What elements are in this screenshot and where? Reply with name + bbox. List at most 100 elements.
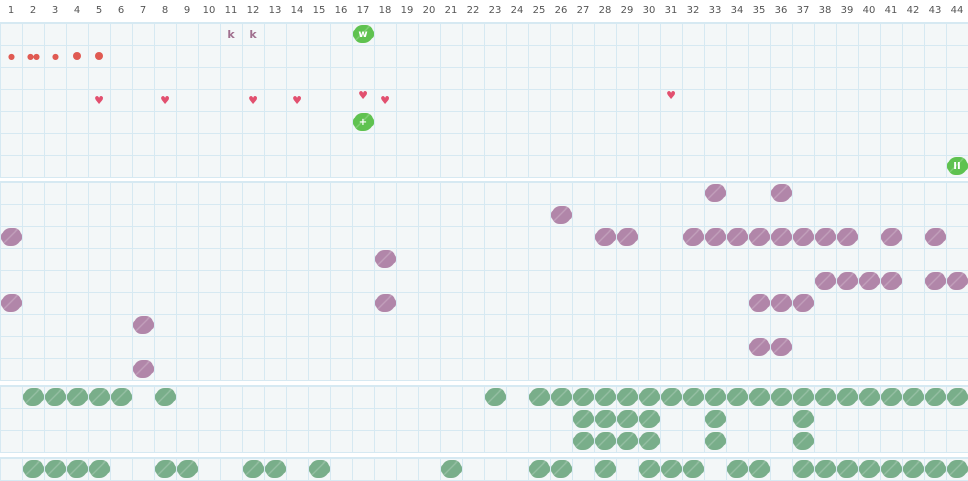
purple-cell[interactable] <box>748 336 770 358</box>
letter-cell[interactable]: k <box>220 23 242 45</box>
purple-cell[interactable] <box>748 226 770 248</box>
green-cell[interactable] <box>154 458 176 480</box>
heart-cell[interactable]: ♥ <box>286 89 308 111</box>
green-cell[interactable] <box>924 458 946 480</box>
purple-cell[interactable] <box>374 248 396 270</box>
green-cell[interactable] <box>176 458 198 480</box>
purple-cell[interactable] <box>792 292 814 314</box>
green-cell[interactable] <box>748 458 770 480</box>
green-cell[interactable] <box>880 386 902 408</box>
green-cell[interactable] <box>264 458 286 480</box>
purple-cell[interactable] <box>924 270 946 292</box>
green-cell[interactable] <box>616 408 638 430</box>
green-badge-cell[interactable]: + <box>352 111 374 133</box>
purple-cell[interactable] <box>374 292 396 314</box>
purple-cell[interactable] <box>704 226 726 248</box>
green-cell[interactable] <box>924 386 946 408</box>
purple-cell[interactable] <box>836 270 858 292</box>
green-badge-cell[interactable]: II <box>946 155 968 177</box>
purple-cell[interactable] <box>616 226 638 248</box>
green-cell[interactable] <box>770 386 792 408</box>
green-cell[interactable] <box>110 386 132 408</box>
green-cell[interactable] <box>572 408 594 430</box>
green-cell[interactable] <box>704 430 726 452</box>
green-cell[interactable] <box>308 458 330 480</box>
green-cell[interactable] <box>726 458 748 480</box>
purple-cell[interactable] <box>704 182 726 204</box>
green-cell[interactable] <box>836 458 858 480</box>
purple-cell[interactable] <box>770 182 792 204</box>
green-cell[interactable] <box>638 458 660 480</box>
green-cell[interactable] <box>638 386 660 408</box>
purple-cell[interactable] <box>682 226 704 248</box>
heart-cell[interactable]: ♥ <box>242 89 264 111</box>
green-cell[interactable] <box>528 458 550 480</box>
green-cell[interactable] <box>858 458 880 480</box>
purple-cell[interactable] <box>770 226 792 248</box>
green-cell[interactable] <box>814 458 836 480</box>
green-cell[interactable] <box>22 386 44 408</box>
heart-cell[interactable]: ♥ <box>352 89 374 111</box>
green-cell[interactable] <box>704 386 726 408</box>
drop-cell[interactable]: ● <box>0 45 22 67</box>
purple-cell[interactable] <box>726 226 748 248</box>
green-cell[interactable] <box>594 430 616 452</box>
purple-cell[interactable] <box>946 270 968 292</box>
green-cell[interactable] <box>902 458 924 480</box>
green-cell[interactable] <box>440 458 462 480</box>
green-cell[interactable] <box>682 458 704 480</box>
purple-cell[interactable] <box>880 270 902 292</box>
purple-cell[interactable] <box>924 226 946 248</box>
purple-cell[interactable] <box>770 336 792 358</box>
purple-cell[interactable] <box>814 226 836 248</box>
green-cell[interactable] <box>660 458 682 480</box>
purple-cell[interactable] <box>836 226 858 248</box>
green-cell[interactable] <box>484 386 506 408</box>
drop-cell[interactable]: ● <box>44 45 66 67</box>
green-cell[interactable] <box>792 408 814 430</box>
heart-cell[interactable]: ♥ <box>660 89 682 111</box>
dot-cell[interactable] <box>88 45 110 67</box>
heart-cell[interactable]: ♥ <box>374 89 396 111</box>
purple-cell[interactable] <box>0 226 22 248</box>
green-cell[interactable] <box>814 386 836 408</box>
heart-cell[interactable]: ♥ <box>88 89 110 111</box>
green-cell[interactable] <box>946 386 968 408</box>
green-cell[interactable] <box>44 458 66 480</box>
green-cell[interactable] <box>66 386 88 408</box>
green-cell[interactable] <box>528 386 550 408</box>
green-cell[interactable] <box>704 408 726 430</box>
purple-cell[interactable] <box>770 292 792 314</box>
green-cell[interactable] <box>594 458 616 480</box>
green-cell[interactable] <box>792 386 814 408</box>
heart-cell[interactable]: ♥ <box>154 89 176 111</box>
green-cell[interactable] <box>638 430 660 452</box>
green-cell[interactable] <box>792 458 814 480</box>
purple-cell[interactable] <box>880 226 902 248</box>
green-badge-cell[interactable]: w <box>352 23 374 45</box>
green-cell[interactable] <box>594 386 616 408</box>
green-cell[interactable] <box>638 408 660 430</box>
green-cell[interactable] <box>902 386 924 408</box>
green-cell[interactable] <box>44 386 66 408</box>
green-cell[interactable] <box>880 458 902 480</box>
purple-cell[interactable] <box>132 314 154 336</box>
purple-cell[interactable] <box>814 270 836 292</box>
purple-cell[interactable] <box>550 204 572 226</box>
purple-cell[interactable] <box>132 358 154 380</box>
purple-cell[interactable] <box>858 270 880 292</box>
green-cell[interactable] <box>682 386 704 408</box>
green-cell[interactable] <box>550 386 572 408</box>
green-cell[interactable] <box>22 458 44 480</box>
green-cell[interactable] <box>858 386 880 408</box>
green-cell[interactable] <box>88 386 110 408</box>
green-cell[interactable] <box>88 458 110 480</box>
green-cell[interactable] <box>792 430 814 452</box>
green-cell[interactable] <box>616 430 638 452</box>
green-cell[interactable] <box>660 386 682 408</box>
dot-cell[interactable] <box>66 45 88 67</box>
green-cell[interactable] <box>242 458 264 480</box>
letter-cell[interactable]: k <box>242 23 264 45</box>
green-cell[interactable] <box>550 458 572 480</box>
purple-cell[interactable] <box>594 226 616 248</box>
